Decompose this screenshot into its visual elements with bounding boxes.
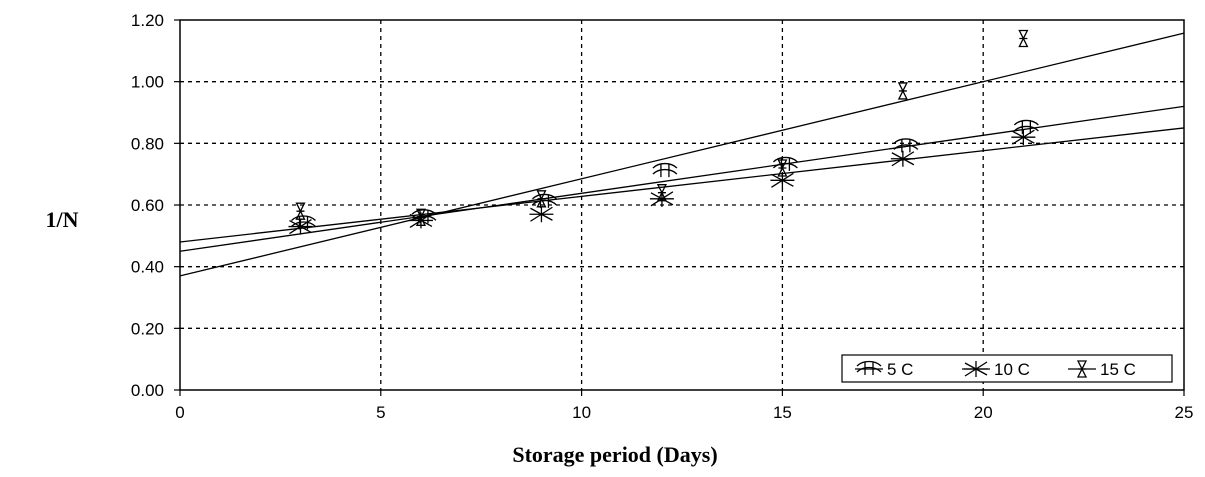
x-tick-label: 20 <box>974 403 993 422</box>
legend-label: 10 C <box>994 360 1030 379</box>
y-axis-ticks: 0.00 0.20 0.40 0.60 0.80 1.00 1.20 <box>131 11 180 400</box>
fit-line <box>179 32 1185 277</box>
data-point <box>893 138 919 153</box>
x-tick-label: 15 <box>773 403 792 422</box>
data-point <box>415 208 427 226</box>
y-tick-label: 1.00 <box>131 73 164 92</box>
data-point <box>897 82 908 100</box>
data-point <box>408 212 433 229</box>
fit-lines <box>179 32 1185 277</box>
grid-lines <box>180 20 1184 390</box>
data-point <box>1013 119 1039 134</box>
legend-marker <box>856 360 882 375</box>
x-axis-ticks: 0 5 10 15 20 25 <box>175 390 1193 422</box>
data-point <box>1011 129 1036 146</box>
fit-line <box>179 105 1185 252</box>
x-tick-label: 5 <box>376 403 385 422</box>
x-axis-title: Storage period (Days) <box>512 442 717 467</box>
legend: 5 C 10 C 15 C <box>841 354 1173 383</box>
y-tick-label: 0.40 <box>131 258 164 277</box>
fit-line <box>179 127 1185 243</box>
data-point <box>295 202 306 220</box>
legend-marker <box>964 361 988 377</box>
x-tick-label: 25 <box>1175 403 1194 422</box>
data-point <box>1018 29 1029 48</box>
data-point <box>777 159 788 177</box>
data-point <box>652 162 678 178</box>
legend-marker <box>1076 360 1088 378</box>
data-point <box>529 206 554 223</box>
legend-box <box>841 354 1173 383</box>
data-point <box>531 193 557 208</box>
data-point <box>770 172 795 189</box>
y-tick-label: 1.20 <box>131 11 164 30</box>
legend-label: 15 C <box>1100 360 1136 379</box>
plot-area <box>179 19 1185 391</box>
data-point <box>890 150 915 167</box>
y-tick-label: 0.80 <box>131 134 164 153</box>
data-point <box>649 190 674 207</box>
y-tick-label: 0.20 <box>131 319 164 338</box>
data-points <box>288 29 1039 235</box>
data-point <box>536 190 547 208</box>
x-tick-label: 0 <box>175 403 184 422</box>
y-tick-label: 0.00 <box>131 381 164 400</box>
data-point <box>656 184 667 202</box>
data-point <box>288 218 313 235</box>
y-tick-label: 0.60 <box>131 196 164 215</box>
y-axis-title: 1/N <box>46 207 79 232</box>
legend-label: 5 C <box>887 360 913 379</box>
x-tick-label: 10 <box>572 403 591 422</box>
